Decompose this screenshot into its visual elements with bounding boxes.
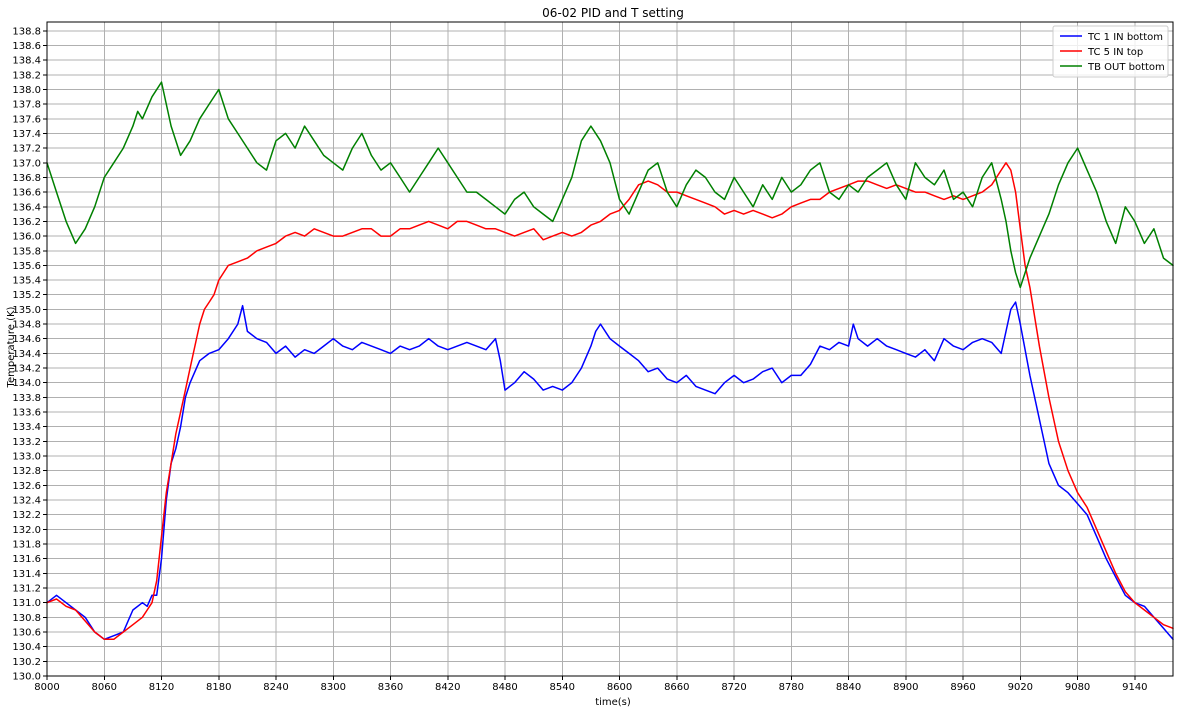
y-tick-label: 136.4 <box>12 202 41 213</box>
y-tick-label: 138.6 <box>12 41 41 52</box>
y-tick-label: 135.6 <box>12 261 41 272</box>
y-tick-label: 131.6 <box>12 554 41 565</box>
y-tick-label: 132.4 <box>12 496 41 507</box>
y-tick-label: 133.2 <box>12 437 41 448</box>
y-tick-label: 137.6 <box>12 114 41 125</box>
y-tick-label: 135.2 <box>12 290 41 301</box>
y-axis-label: Temperature (K) <box>6 306 17 388</box>
grid-layer <box>46 22 1173 677</box>
legend-label-tc1: TC 1 IN bottom <box>1087 32 1163 43</box>
x-tick-label: 8000 <box>34 682 59 693</box>
y-tick-label: 133.0 <box>12 452 41 463</box>
y-tick-label: 137.2 <box>12 144 41 155</box>
x-tick-label: 8600 <box>607 682 632 693</box>
legend: TC 1 IN bottom TC 5 IN top TB OUT bottom <box>1052 25 1169 78</box>
x-tick-label: 8120 <box>149 682 174 693</box>
x-tick-label: 8780 <box>779 682 804 693</box>
x-tick-label: 8900 <box>893 682 918 693</box>
y-tick-label: 134.4 <box>12 349 41 360</box>
series-layer <box>46 81 1174 641</box>
y-tick-label: 138.2 <box>12 70 41 81</box>
y-tick-label: 132.6 <box>12 481 41 492</box>
y-tick-label: 137.0 <box>12 158 41 169</box>
y-tick-label: 132.0 <box>12 525 41 536</box>
y-tick-label: 130.6 <box>12 628 41 639</box>
x-tick-label: 9140 <box>1122 682 1147 693</box>
x-tick-label: 8480 <box>492 682 517 693</box>
y-tick-label: 133.4 <box>12 422 41 433</box>
y-tick-label: 134.6 <box>12 334 41 345</box>
y-tick-label: 130.2 <box>12 657 41 668</box>
legend-box <box>1052 25 1169 78</box>
y-tick-label: 136.0 <box>12 232 41 243</box>
y-tick-label: 136.6 <box>12 188 41 199</box>
series-line-tc5-in-top <box>46 162 1174 641</box>
y-tick-label: 131.2 <box>12 584 41 595</box>
y-tick-label: 130.4 <box>12 642 41 653</box>
tick-layer: 8000 8060 8120 8180 8240 8300 8360 8420 8480 8540… <box>12 26 1147 693</box>
x-tick-label: 9020 <box>1008 682 1033 693</box>
y-tick-label: 130.0 <box>12 672 41 683</box>
y-tick-label: 132.2 <box>12 510 41 521</box>
y-tick-label: 133.8 <box>12 393 41 404</box>
legend-label-tc5: TC 5 IN top <box>1087 47 1143 58</box>
y-tick-label: 137.4 <box>12 129 41 140</box>
x-tick-label: 8840 <box>836 682 861 693</box>
x-tick-label: 8720 <box>721 682 746 693</box>
x-tick-label: 8180 <box>206 682 231 693</box>
x-tick-label: 8300 <box>321 682 346 693</box>
y-tick-label: 134.2 <box>12 364 41 375</box>
legend-label-tb: TB OUT bottom <box>1087 62 1165 73</box>
series-line-tb-out-bottom <box>46 81 1174 289</box>
y-tick-label: 135.4 <box>12 276 41 287</box>
y-tick-label: 132.8 <box>12 466 41 477</box>
x-tick-label: 8240 <box>263 682 288 693</box>
y-tick-label: 131.0 <box>12 598 41 609</box>
x-tick-label: 8660 <box>664 682 689 693</box>
x-tick-label: 8960 <box>950 682 975 693</box>
x-tick-label: 9080 <box>1065 682 1090 693</box>
y-tick-label: 138.8 <box>12 26 41 37</box>
x-tick-label: 8420 <box>435 682 460 693</box>
y-tick-label: 138.0 <box>12 85 41 96</box>
y-tick-label: 135.8 <box>12 246 41 257</box>
y-tick-label: 134.8 <box>12 320 41 331</box>
chart-title: 06-02 PID and T setting <box>542 6 684 20</box>
y-tick-label: 137.8 <box>12 100 41 111</box>
y-tick-label: 130.8 <box>12 613 41 624</box>
y-tick-label: 136.8 <box>12 173 41 184</box>
y-tick-label: 133.6 <box>12 408 41 419</box>
x-tick-label: 8360 <box>378 682 403 693</box>
y-tick-label: 136.2 <box>12 217 41 228</box>
series-line-tc1-in-bottom <box>46 301 1174 641</box>
x-axis-label: time(s) <box>595 697 631 708</box>
y-tick-label: 131.8 <box>12 540 41 551</box>
y-tick-label: 134.0 <box>12 378 41 389</box>
y-tick-label: 131.4 <box>12 569 41 580</box>
y-tick-label: 138.4 <box>12 56 41 67</box>
plot-frame <box>46 21 1174 677</box>
x-tick-label: 8060 <box>92 682 117 693</box>
y-tick-label: 135.0 <box>12 305 41 316</box>
x-tick-label: 8540 <box>550 682 575 693</box>
